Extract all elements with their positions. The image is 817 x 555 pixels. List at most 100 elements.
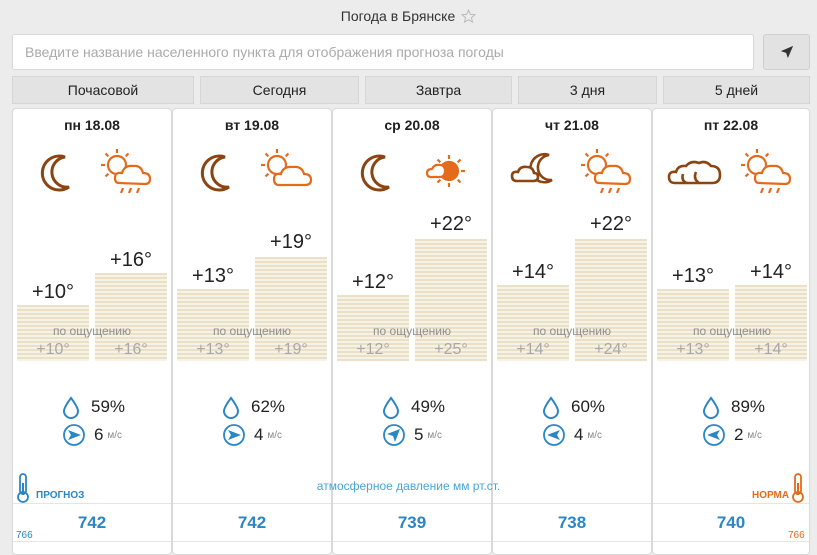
feels-like-caption: по ощущению <box>693 324 771 338</box>
sun-cloud-rain-icon <box>737 147 797 199</box>
night-temp: +13° <box>192 265 234 287</box>
sun-cloud-rain-icon <box>577 147 637 199</box>
day-date: пт 22.08 <box>703 117 759 133</box>
location-arrow-icon <box>780 45 793 59</box>
wind-speed: 6 <box>93 425 104 444</box>
night-temp: +13° <box>672 265 714 287</box>
divider <box>173 503 331 504</box>
humidity-value: 60% <box>570 397 606 416</box>
humidity-row: 62% <box>173 395 331 419</box>
norm-label: НОРМА <box>752 490 790 501</box>
droplet-icon <box>699 395 723 419</box>
pressure-scale-left: 766 <box>16 530 33 541</box>
tab-tomorrow[interactable]: Завтра <box>365 76 512 104</box>
wind-speed: 2 <box>733 425 744 444</box>
divider <box>13 503 171 504</box>
wind-unit: м/с <box>747 429 763 441</box>
page-header: Погода в Брянске <box>0 0 817 32</box>
feels-like-caption: по ощущению <box>373 324 451 338</box>
search-input[interactable] <box>12 34 754 70</box>
night-temp: +12° <box>352 271 394 293</box>
day-feels-like: +16° <box>114 341 148 358</box>
temperature-bars <box>653 209 811 361</box>
wind-row: 4 м/с <box>493 423 651 447</box>
humidity-row: 59% <box>13 395 171 419</box>
day-temp: +22° <box>430 213 472 235</box>
droplet-icon <box>219 395 243 419</box>
wind-unit: м/с <box>587 429 603 441</box>
divider <box>493 503 651 504</box>
temperature-bars <box>493 209 651 361</box>
day-card: пн 18.08 +10° +16° по ощущению +10° +16° <box>12 108 172 555</box>
day-temp-bar <box>735 285 807 361</box>
divider <box>333 541 491 542</box>
night-feels-like: +13° <box>676 341 710 358</box>
night-temp-bar <box>497 285 569 361</box>
temperature-bars <box>333 209 491 361</box>
divider <box>493 541 651 542</box>
humidity-row: 60% <box>493 395 651 419</box>
wind-direction-east-icon <box>222 423 246 447</box>
wind-direction-east-icon <box>62 423 86 447</box>
cloud-icon <box>665 147 725 199</box>
star-icon[interactable] <box>461 8 477 24</box>
pressure-value: 742 <box>237 513 267 532</box>
droplet-icon <box>59 395 83 419</box>
humidity-value: 49% <box>410 397 446 416</box>
moon-icon <box>345 147 405 199</box>
night-temp-bar <box>17 305 89 361</box>
divider <box>333 503 491 504</box>
forecast-tabs: Почасовой Сегодня Завтра 3 дня 5 дней <box>0 76 817 104</box>
pressure-value: 739 <box>397 513 427 532</box>
wind-direction-northeast-icon <box>382 423 406 447</box>
tab-hourly[interactable]: Почасовой <box>12 76 194 104</box>
page-title: Погода в Брянске <box>340 8 456 24</box>
tab-3-days[interactable]: 3 дня <box>518 76 657 104</box>
pressure-scale-right: 766 <box>788 530 805 541</box>
locate-button[interactable] <box>763 34 810 70</box>
feels-like-caption: по ощущению <box>53 324 131 338</box>
temperature-bars <box>13 209 171 361</box>
night-temp: +14° <box>512 261 554 283</box>
day-card: ср 20.08 +12° +22° по ощущению +12° +25° <box>332 108 492 555</box>
droplet-icon <box>379 395 403 419</box>
wind-direction-west-icon <box>542 423 566 447</box>
day-card: пт 22.08 +13° +14° <box>652 108 810 555</box>
pressure-value: 742 <box>77 513 107 532</box>
night-feels-like: +10° <box>36 341 70 358</box>
moon-icon <box>25 147 85 199</box>
day-temp-bar <box>575 239 647 361</box>
moon-cloud-icon <box>505 147 565 199</box>
day-date: пн 18.08 <box>64 117 120 133</box>
humidity-row: 49% <box>333 395 491 419</box>
feels-like-caption: по ощущению <box>533 324 611 338</box>
day-temp: +22° <box>590 213 632 235</box>
tab-today[interactable]: Сегодня <box>200 76 359 104</box>
wind-unit: м/с <box>427 429 443 441</box>
divider <box>653 541 809 542</box>
droplet-icon <box>539 395 563 419</box>
wind-speed: 5 <box>413 425 424 444</box>
humidity-value: 89% <box>730 397 766 416</box>
night-feels-like: +14° <box>516 341 550 358</box>
wind-speed: 4 <box>573 425 584 444</box>
feels-like-caption: по ощущению <box>213 324 291 338</box>
wind-direction-west-icon <box>702 423 726 447</box>
daily-forecast: пн 18.08 +10° +16° по ощущению +10° +16° <box>12 108 810 555</box>
night-feels-like: +12° <box>356 341 390 358</box>
day-temp-bar <box>95 273 167 361</box>
wind-row: 2 м/с <box>653 423 811 447</box>
night-temp-bar <box>657 289 729 361</box>
day-card: вт 19.08 +13° +19° по ощущению +13° +19°… <box>172 108 332 555</box>
divider <box>653 503 809 504</box>
pressure-value: 740 <box>716 513 746 532</box>
tab-5-days[interactable]: 5 дней <box>663 76 810 104</box>
day-feels-like: +14° <box>754 341 788 358</box>
humidity-value: 59% <box>90 397 126 416</box>
sun-cloud-rain-icon <box>97 147 157 199</box>
day-temp: +16° <box>110 249 152 271</box>
thermometer-icon <box>16 473 30 503</box>
night-temp-bar <box>337 295 409 361</box>
day-date: ср 20.08 <box>384 117 440 133</box>
day-feels-like: +25° <box>434 341 468 358</box>
